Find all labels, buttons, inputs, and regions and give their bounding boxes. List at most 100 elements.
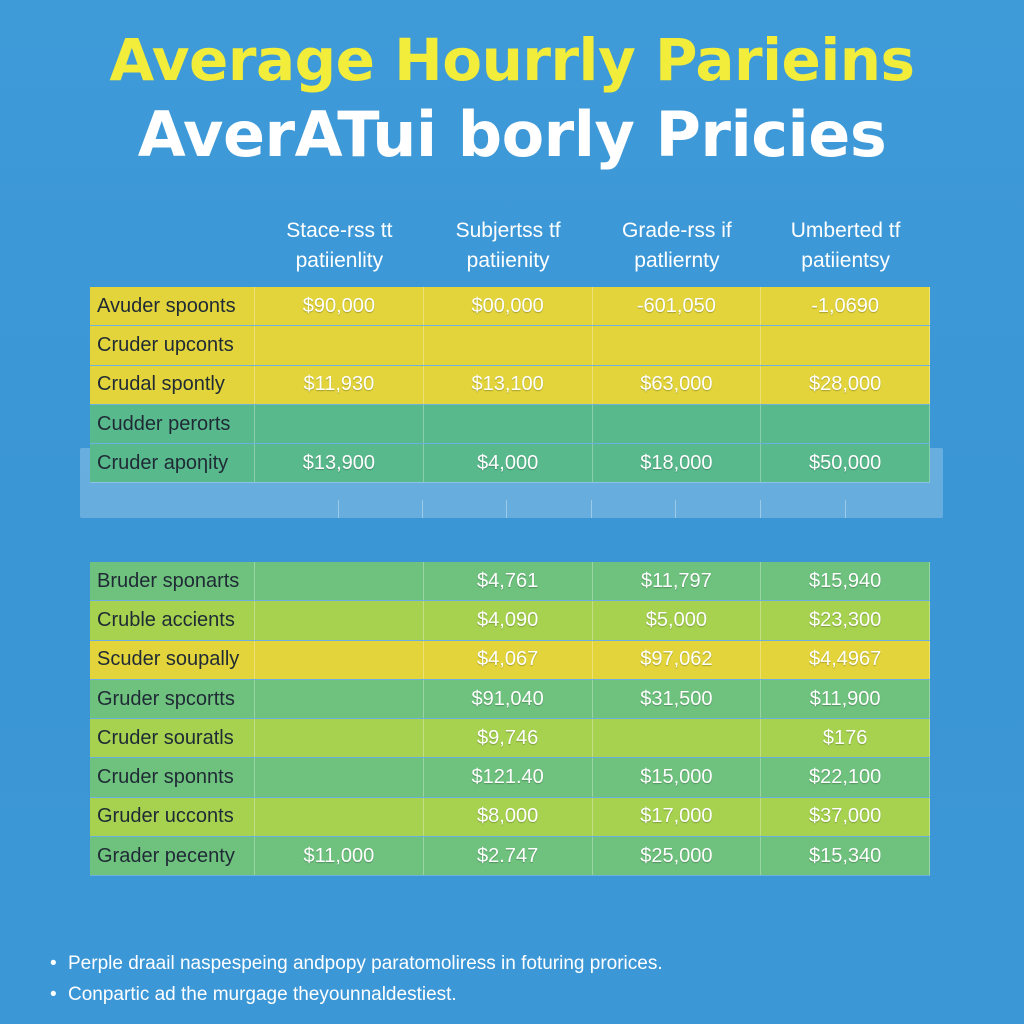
price-cell [592, 326, 762, 365]
table-row: Scuder soupally $4,067 $97,062 $4,4967 [90, 640, 930, 680]
price-cell [592, 719, 762, 758]
price-cell [255, 601, 424, 640]
divider [760, 500, 761, 518]
price-cell: $50,000 [761, 444, 930, 483]
row-label: Cruble accients [90, 601, 255, 640]
column-header-line2: patiienlity [295, 249, 384, 272]
price-cell [255, 562, 424, 601]
column-header-line1: Subjertss tf [455, 219, 561, 242]
bullet-icon: • [50, 984, 57, 1005]
price-cell: $4,761 [423, 562, 593, 601]
price-cell: $13,100 [423, 365, 593, 404]
table-row: Cudder perorts [90, 404, 930, 445]
table-row: Cruder apoηity $13,900 $4,000 $18,000 $50,00… [90, 444, 930, 484]
divider [506, 500, 507, 518]
row-label: Gruder ucconts [90, 797, 255, 837]
table-row: Gruder ucconts $8,000 $17,000 $37,000 [90, 797, 930, 838]
page-title: Average Hourrly Pariеins [109, 26, 915, 94]
price-cell: $97,062 [592, 640, 762, 679]
price-cell: $00,000 [423, 287, 593, 326]
price-cell: $5,000 [592, 601, 762, 640]
price-cell: $8,000 [423, 797, 593, 837]
table-row: Cruder souratls $9,746 $176 [90, 719, 930, 759]
table-row: Cruble accients $4,090 $5,000 $23,300 [90, 601, 930, 641]
table-row: Gruder spcortts $91,040 $31,500 $11,900 [90, 679, 930, 720]
column-header-line2: patiientsy [801, 249, 890, 272]
row-label: Cruder souratls [90, 719, 255, 758]
price-cell [255, 758, 424, 797]
column-header-line1: Grade-rss if [622, 219, 732, 242]
price-cell [255, 640, 424, 679]
price-cell: $15,000 [592, 758, 762, 797]
price-cell: $15,940 [761, 562, 930, 601]
price-cell [761, 404, 930, 444]
column-headers: Stace-rss tt patiienlity Subjertss tf pa… [255, 216, 930, 282]
price-cell: $25,000 [592, 837, 762, 876]
column-header: Grade-rss if patliernty [593, 216, 762, 282]
price-cell: $13,900 [255, 444, 424, 483]
price-cell: $11,930 [255, 365, 424, 404]
price-cell [255, 797, 424, 837]
row-label: Crudal spontly [90, 365, 255, 404]
price-cell: $4,067 [423, 640, 593, 679]
price-cell: $18,000 [592, 444, 762, 483]
column-header: Umberted tf patiientsy [761, 216, 930, 282]
column-header: Subjertss tf patiienity [424, 216, 593, 282]
price-cell: $11,000 [255, 837, 424, 876]
price-table-bottom: Bruder sponarts $4,761 $11,797 $15,940 Crubl… [90, 562, 930, 877]
price-cell: $121.40 [423, 758, 593, 797]
row-label: Grader pecenty [90, 837, 255, 876]
row-label: Gruder spcortts [90, 679, 255, 719]
footnote-text: Perple draail naspespeing andpopy parato… [68, 953, 663, 974]
divider [675, 500, 676, 518]
price-cell [592, 404, 762, 444]
row-label: Cruder apoηity [90, 444, 255, 483]
table-row: Cruder sponnts $121.40 $15,000 $22,100 [90, 758, 930, 798]
price-cell: $15,340 [761, 837, 930, 876]
row-label: Scuder soupally [90, 640, 255, 679]
price-cell: $90,000 [255, 287, 424, 326]
row-label: Cudder perorts [90, 404, 255, 444]
footnote-text: Conpartic ad the murgage theyounnaldesti… [68, 984, 457, 1005]
price-cell: $23,300 [761, 601, 930, 640]
row-label: Bruder sponarts [90, 562, 255, 601]
divider [591, 500, 592, 518]
row-label: Avuder spoonts [90, 287, 255, 326]
table-row: Crudal spontly $11,930 $13,100 $63,000 $28,0… [90, 365, 930, 405]
price-cell: $28,000 [761, 365, 930, 404]
row-label: Cruder upconts [90, 326, 255, 365]
price-cell: $37,000 [761, 797, 930, 837]
column-header-line2: patliernty [634, 249, 720, 272]
price-cell [255, 679, 424, 719]
divider [845, 500, 846, 518]
footnote: • Perple draail naspespeing andpopy para… [50, 948, 663, 979]
divider [422, 500, 423, 518]
price-cell: $31,500 [592, 679, 762, 719]
row-label: Cruder sponnts [90, 758, 255, 797]
price-cell: $4,090 [423, 601, 593, 640]
page-subtitle: AverATui borly Pricies [137, 98, 887, 171]
price-cell: $63,000 [592, 365, 762, 404]
price-cell [255, 719, 424, 758]
price-table-top: Avuder spoonts $90,000 $00,000 -601,050 -1,0… [90, 287, 930, 484]
price-cell [423, 404, 593, 444]
price-cell [423, 326, 593, 365]
price-cell [255, 404, 424, 444]
bullet-icon: • [50, 953, 57, 974]
column-header-line1: Umberted tf [790, 219, 901, 242]
column-header: Stace-rss tt patiienlity [255, 216, 424, 282]
table-row: Grader pecenty $11,000 $2.747 $25,000 $15,34… [90, 837, 930, 877]
price-cell: $11,797 [592, 562, 762, 601]
footnotes: • Perple draail naspespeing andpopy para… [50, 948, 663, 1010]
table-row: Bruder sponarts $4,761 $11,797 $15,940 [90, 562, 930, 602]
table-row: Avuder spoonts $90,000 $00,000 -601,050 -1,0… [90, 287, 930, 327]
column-header-line2: patiienity [466, 249, 550, 272]
price-cell: $91,040 [423, 679, 593, 719]
price-cell: $22,100 [761, 758, 930, 797]
price-cell [255, 326, 424, 365]
price-cell: -1,0690 [761, 287, 930, 326]
price-cell: $11,900 [761, 679, 930, 719]
column-header-line1: Stace-rss tt [286, 219, 393, 242]
price-cell: $2.747 [423, 837, 593, 876]
price-cell: $9,746 [423, 719, 593, 758]
